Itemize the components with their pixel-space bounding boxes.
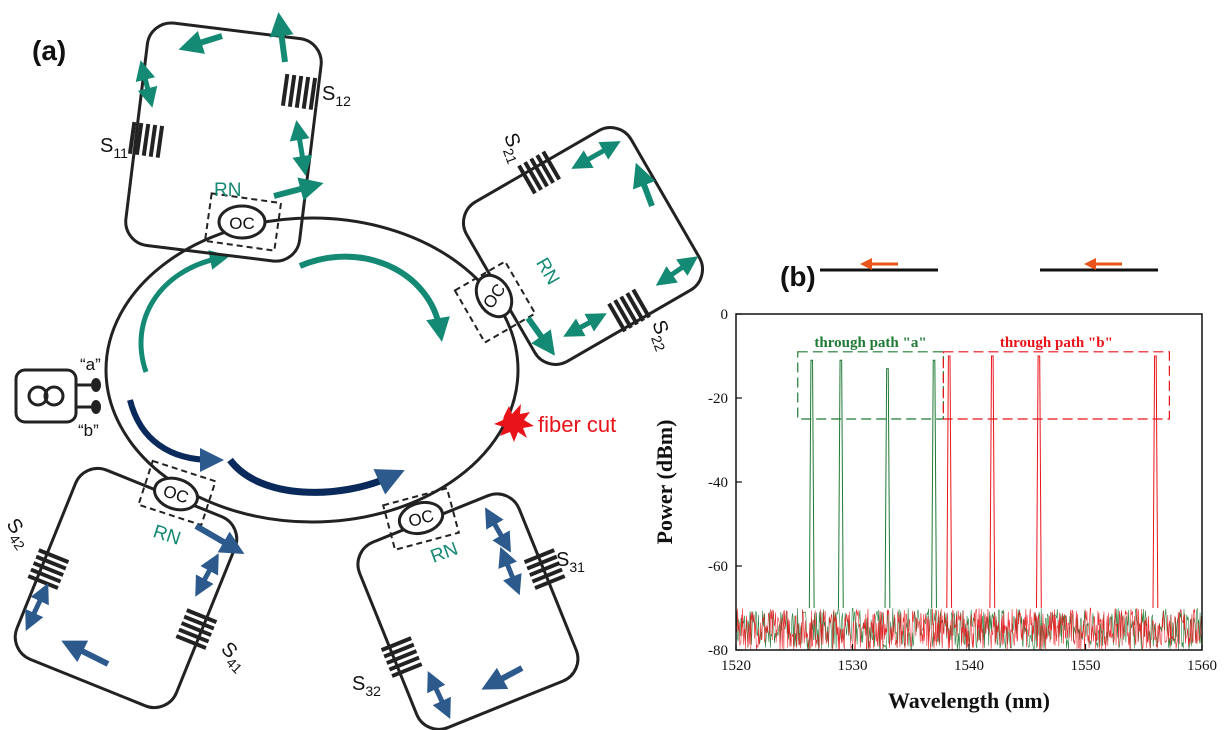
rn3-label: RN [428,539,461,568]
x-tick-label: 1550 [1071,658,1101,674]
rn1-arrow-up [269,12,294,63]
rn4-arrow-exit [194,523,245,555]
rn3-dashed-box [381,487,461,551]
port-a-label: “a” [80,355,101,374]
sensor-s32-label: S32 [352,673,381,699]
main-ring [104,216,520,524]
x-tick-label: 1560 [1187,658,1217,674]
spectrum-plot: through path "a" through path "b" 1520 1530… [652,307,1217,713]
peak-a-4 [931,359,937,609]
remote-node-1: OC RN S11 S12 [100,12,351,263]
port-a-connector [91,378,101,392]
rn1-arrow-right-bidir [289,120,313,176]
panel-a-label: (a) [32,35,66,66]
panel-b-chart: (b) through path "a" through path "b" 1520… [652,258,1217,713]
plot-frame [735,313,1203,651]
rn3-arrow-bottom [481,665,524,690]
series-label-a: through path "a" [814,335,926,351]
rn1-arrow-exit [273,177,324,201]
y-tick-label: -60 [708,559,728,575]
sensor-s32 [380,636,423,678]
peak-a-1 [808,359,815,609]
peak-b-3 [1036,355,1042,609]
sensor-s21-label: S21 [495,130,529,166]
rn2-dashed-box [453,260,537,344]
source-loop-icon [27,385,49,407]
rn1-dashed-box [203,192,283,252]
sensor-s31-label: S31 [556,549,585,575]
fiber-cut-label: fiber cut [538,412,616,437]
y-tick-label: -80 [708,643,728,659]
panel-a-diagram: (a) “a” “b” fiber cut OC RN [0,12,704,730]
sensor-s31 [523,548,566,590]
peak-b-1 [946,355,953,609]
panel-b-label: (b) [780,261,816,292]
sensor-s12 [280,73,318,110]
x-tick-label: 1530 [838,658,868,674]
ring-arrow-ccw-1 [138,250,230,373]
ring-arrow-ccw-2 [298,253,450,342]
rn1-arrow-top [178,30,223,54]
remote-node-2: OC RN S21 S22 [453,126,704,366]
sensor-s11 [127,121,165,158]
sensor-s42-label: S42 [0,515,36,554]
rn4-arrow-left-bidir [25,582,49,632]
port-b-connector [91,400,101,414]
peak-a-3 [884,368,891,609]
ring-arrow-cw-1 [127,399,224,472]
peak-b-4 [1152,355,1159,609]
rn4-coupler [153,476,199,512]
x-tick-label: 1520 [721,658,751,674]
series-box-b [942,351,1170,420]
rn2-loop [462,126,704,366]
y-tick-label: 0 [721,307,729,323]
rn2-arrow-top-bidir [571,141,621,169]
rn3-arrow-right-bidir [498,546,522,596]
x-axis-label: Wavelength (nm) [888,688,1050,713]
x-tick-label: 1540 [954,658,984,674]
sensor-s12-label: S12 [322,83,351,109]
peak-b-2 [989,355,996,609]
sensor-s41 [175,608,218,650]
series-label-b: through path "b" [1000,335,1113,351]
rn4-arrow-bottom [61,640,110,667]
rn3-loop [356,492,580,730]
sensor-s11-label: S11 [100,135,128,161]
rn2-arrow-bottom-bidir [563,313,607,337]
rn2-arrow-exit [525,316,555,356]
rn4-arrow-right-bidir [195,553,219,597]
rn4-loop [13,466,239,710]
rn2-arrow-right-bidir [655,256,699,286]
remote-node-3: OC RN S31 S32 [352,487,585,730]
sensor-s21 [517,150,561,195]
series-box-a [797,351,944,420]
rn2-coupler [474,273,514,319]
rn2-label: RN [531,254,563,288]
sensor-s41-label: S41 [214,638,253,677]
ring-arrow-cw-2 [227,457,405,496]
fiber-cut-icon [494,404,534,442]
noise-floor-a [735,607,1202,651]
rn4-dashed-box [137,459,217,527]
sensor-s22 [607,288,651,333]
rn4-label: RN [150,521,183,549]
y-axis-label: Power (dBm) [652,420,677,545]
rn3-arrow-bottom-bidir [427,670,451,720]
rn1-coupler [217,204,267,240]
rn2-arrow-up [632,162,656,208]
peak-a-2 [837,359,844,609]
sensor-s22-label: S22 [644,317,678,353]
y-tick-label: -20 [708,391,728,407]
remote-node-4: OC RN S42 S41 [0,459,253,710]
rn1-arrow-left-bidir [135,60,158,108]
rn3-arrow-upper-bidir [485,507,511,553]
port-b-label: “b” [78,421,99,440]
sensor-s42 [27,548,70,590]
rn1-label: RN [214,180,241,201]
rn3-coupler [397,500,445,536]
y-tick-label: -40 [708,475,728,491]
rn1-coupler-label: OC [229,214,255,233]
